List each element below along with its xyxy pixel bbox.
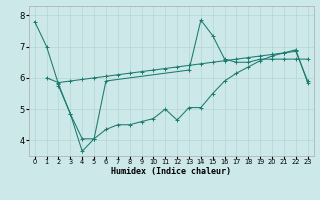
X-axis label: Humidex (Indice chaleur): Humidex (Indice chaleur) <box>111 167 231 176</box>
